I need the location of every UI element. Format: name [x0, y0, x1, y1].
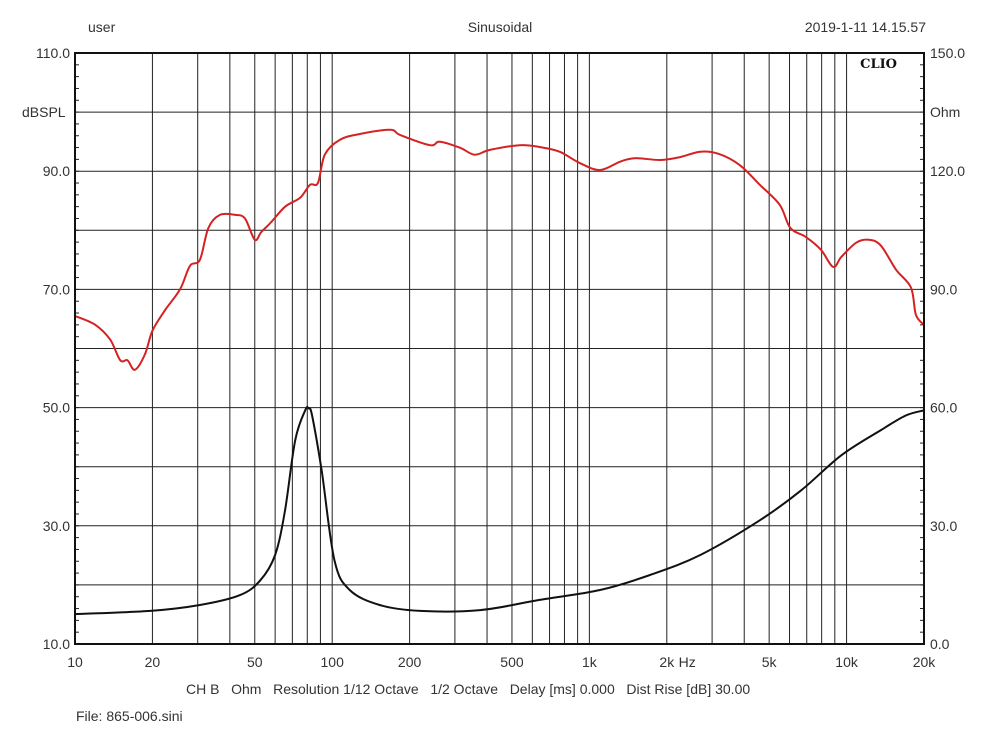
x-tick-label: 20: [145, 654, 161, 670]
y-axis-label: dBSPL: [22, 104, 66, 120]
y2-tick-label: 60.0: [930, 400, 957, 416]
y-tick-label: 110.0: [36, 45, 70, 61]
x-tick-label: 500: [500, 654, 524, 670]
x-tick-label: 2k: [659, 654, 675, 670]
series-line-impedance: [74, 406, 925, 616]
series-group: [74, 128, 925, 616]
y2-tick-label: 30.0: [930, 518, 957, 534]
x-tick-label: 20k: [913, 654, 937, 670]
y-tick-label: 30.0: [43, 518, 70, 534]
y2-tick-label: 120.0: [930, 163, 965, 179]
x-tick-label: 5k: [762, 654, 778, 670]
y-tick-label: 50.0: [43, 400, 70, 416]
x-tick-label: 200: [398, 654, 422, 670]
footer-file: File: 865-006.sini: [76, 708, 183, 724]
x-tick-label: 10k: [835, 654, 859, 670]
x-tick-label: Hz: [679, 654, 696, 670]
x-tick-label: 1k: [582, 654, 598, 670]
y2-tick-label: 90.0: [930, 281, 957, 297]
axis-labels: 10 20 50 100 200 500 1k 2k Hz 5k 10k 20k 110.0 90.0 70…: [36, 45, 965, 670]
y2-tick-label: 0.0: [930, 636, 950, 652]
chart-title: Sinusoidal: [468, 19, 533, 35]
y-tick-label: 10.0: [43, 636, 70, 652]
plot-frame: [74, 52, 925, 645]
grid: [75, 52, 924, 645]
y2-axis-label: Ohm: [930, 104, 960, 120]
y-tick-label: 90.0: [43, 163, 70, 179]
x-tick-label: 50: [247, 654, 263, 670]
header-user: user: [88, 19, 116, 35]
clio-logo: CLIO: [860, 57, 897, 72]
x-tick-label: 10: [67, 654, 83, 670]
series-line-spl: [74, 128, 925, 371]
header-datetime: 2019-1-11 14.15.57: [805, 19, 926, 35]
footer-settings: CH B Ohm Resolution 1/12 Octave 1/2 Octa…: [186, 681, 750, 697]
y2-tick-label: 150.0: [930, 45, 965, 61]
y-tick-label: 70.0: [43, 281, 70, 297]
x-tick-label: 100: [321, 654, 345, 670]
